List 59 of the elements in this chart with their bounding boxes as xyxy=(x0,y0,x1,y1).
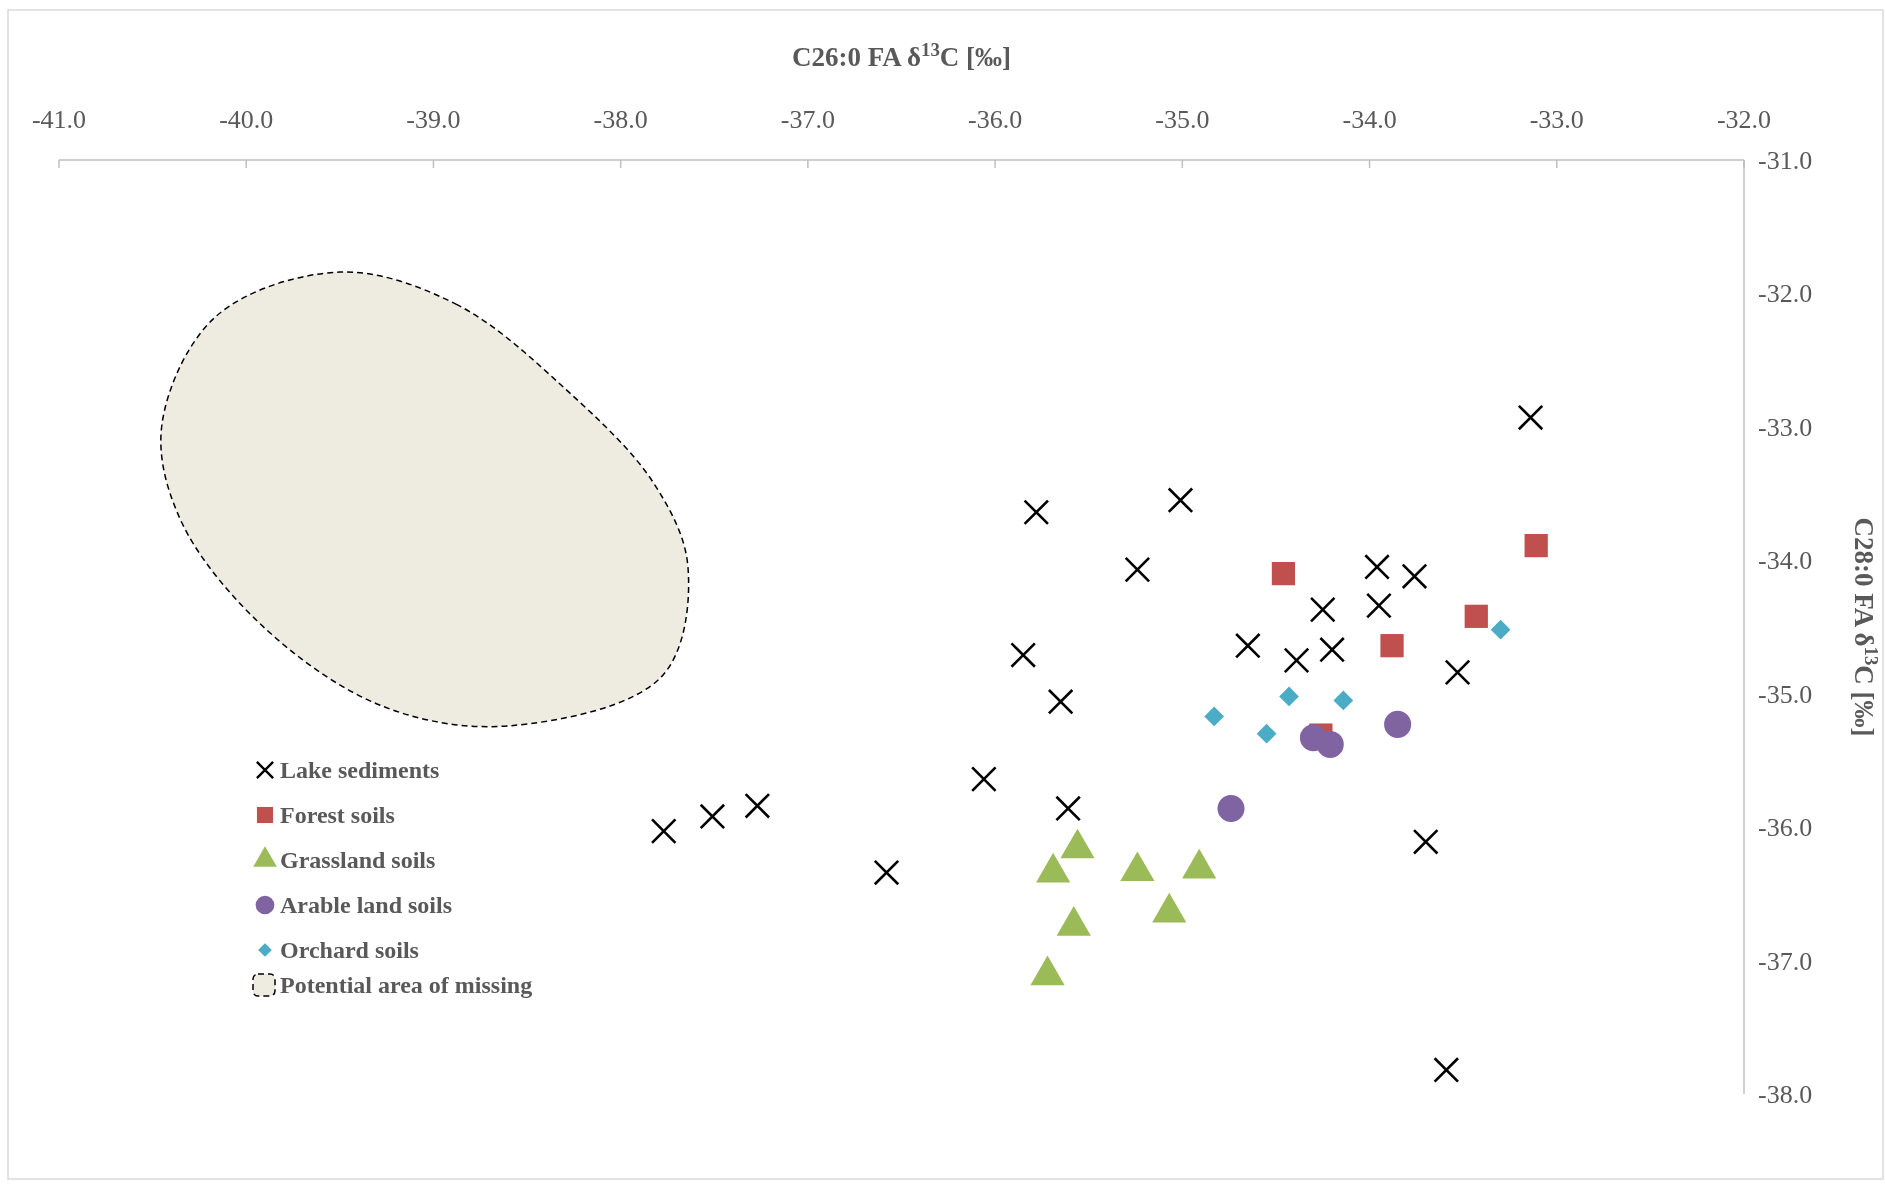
point xyxy=(1271,562,1296,586)
x-tick-label: -35.0 xyxy=(1155,105,1210,134)
y-tick-label: -38.0 xyxy=(1758,1080,1813,1109)
point xyxy=(1365,592,1392,619)
point xyxy=(1401,563,1428,590)
point xyxy=(1055,795,1082,822)
point xyxy=(873,859,900,886)
y-tick-label: -35.0 xyxy=(1758,679,1813,709)
point xyxy=(1490,619,1511,640)
point xyxy=(1234,632,1261,659)
point xyxy=(1319,636,1346,663)
point xyxy=(970,766,997,793)
point xyxy=(1384,710,1412,738)
point xyxy=(1524,533,1548,558)
point xyxy=(1412,828,1439,855)
legend-label: Arable land soils xyxy=(280,892,453,918)
legend-label: Forest soils xyxy=(280,802,395,828)
x-tick-label: -39.0 xyxy=(406,105,461,134)
legend-label: Orchard soils xyxy=(280,937,419,963)
point xyxy=(1023,499,1050,526)
x-tick-label: -37.0 xyxy=(780,105,835,134)
point xyxy=(650,818,677,845)
x-tick-label: -32.0 xyxy=(1716,105,1772,134)
y-tick-label: -37.0 xyxy=(1758,946,1813,976)
point xyxy=(1047,688,1074,715)
point xyxy=(1283,647,1310,674)
point xyxy=(1279,686,1299,707)
y-tick-label: -33.0 xyxy=(1758,412,1813,442)
point xyxy=(1380,634,1404,658)
point xyxy=(1316,730,1344,758)
point xyxy=(744,792,771,819)
legend-label: Grassland soils xyxy=(280,847,436,873)
point xyxy=(1217,794,1245,822)
legend-label: Lake sediments xyxy=(280,757,440,783)
legend-label: Potential area of missing xyxy=(280,972,533,998)
y-tick-label: -36.0 xyxy=(1758,813,1813,843)
point xyxy=(1364,553,1391,580)
point xyxy=(1010,642,1037,669)
point xyxy=(1256,723,1277,744)
x-tick-label: -40.0 xyxy=(219,105,274,134)
point xyxy=(1167,487,1194,514)
point xyxy=(1204,706,1225,727)
x-tick-label: -41.0 xyxy=(31,105,87,134)
point xyxy=(1124,556,1151,583)
y-tick-label: -31.0 xyxy=(1758,146,1813,175)
point xyxy=(1309,596,1336,623)
x-axis-title: C26:0 FA δ$^{13}$C [‰] xyxy=(791,38,1012,72)
x-tick-label: -36.0 xyxy=(968,105,1023,134)
x-tick-label: -34.0 xyxy=(1342,105,1397,134)
point xyxy=(1333,690,1354,711)
x-tick-label: -38.0 xyxy=(593,105,648,134)
point xyxy=(1464,604,1488,628)
point xyxy=(1433,1056,1460,1083)
point xyxy=(1444,659,1471,686)
x-tick-label: -33.0 xyxy=(1529,105,1584,134)
y-tick-label: -34.0 xyxy=(1758,546,1813,576)
point xyxy=(1517,404,1544,431)
y-tick-label: -32.0 xyxy=(1758,279,1813,309)
point xyxy=(699,803,726,830)
